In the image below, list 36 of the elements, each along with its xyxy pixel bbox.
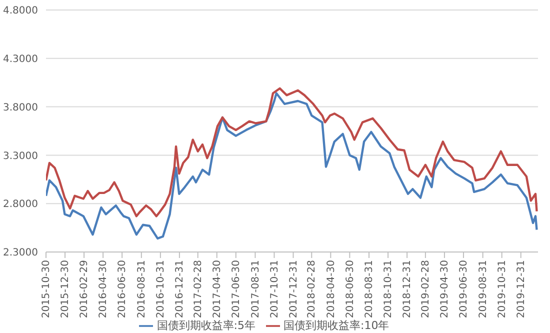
x-tick-label: 2015-12-30 bbox=[60, 260, 72, 318]
x-tick-label: 2016-02-29 bbox=[79, 260, 90, 318]
x-tick-label: 2017-10-31 bbox=[269, 260, 280, 318]
x-tick-label: 2016-04-30 bbox=[98, 260, 110, 318]
x-tick-label: 2018-08-31 bbox=[364, 260, 376, 318]
y-tick-label: 3.8000 bbox=[3, 102, 38, 114]
x-tick-label: 2017-02-28 bbox=[192, 260, 204, 318]
y-tick-label: 4.8000 bbox=[3, 6, 38, 17]
x-tick-label: 2017-06-30 bbox=[230, 260, 242, 318]
x-tick-label: 2017-08-31 bbox=[250, 260, 262, 318]
legend-label: 国债到期收益率:5年 bbox=[156, 319, 256, 332]
line-series bbox=[46, 92, 538, 240]
x-tick-label: 2016-10-31 bbox=[156, 260, 167, 318]
x-tick-label: 2017-04-30 bbox=[212, 260, 223, 318]
x-tick-label: 2019-12-31 bbox=[516, 260, 527, 318]
y-tick-label: 2.8000 bbox=[3, 199, 38, 210]
x-tick-label: 2018-04-30 bbox=[326, 260, 337, 318]
x-tick-label: 2019-10-31 bbox=[496, 260, 508, 318]
x-tick-label: 2018-12-31 bbox=[402, 260, 414, 318]
x-tick-label: 2016-12-31 bbox=[174, 260, 186, 318]
x-tick-label: 2019-08-31 bbox=[478, 260, 489, 318]
x-tick-label: 2019-06-30 bbox=[458, 260, 470, 318]
legend-label: 国债到期收益率:10年 bbox=[284, 319, 390, 332]
x-tick-label: 2016-08-31 bbox=[136, 260, 148, 318]
y-tick-label: 2.3000 bbox=[3, 248, 38, 259]
x-tick-label: 2019-02-28 bbox=[420, 260, 432, 318]
x-tick-label: 2016-06-30 bbox=[117, 260, 128, 318]
y-tick-label: 4.3000 bbox=[3, 54, 38, 65]
x-tick-label: 2015-10-30 bbox=[41, 260, 52, 318]
x-tick-label: 2018-10-31 bbox=[383, 260, 394, 318]
x-tick-label: 2018-02-28 bbox=[306, 260, 318, 318]
line-series bbox=[46, 87, 538, 218]
x-tick-label: 2019-04-30 bbox=[440, 260, 451, 318]
y-tick-label: 3.3000 bbox=[3, 150, 38, 162]
x-tick-label: 2017-12-31 bbox=[288, 260, 300, 318]
x-tick-label: 2018-06-30 bbox=[344, 260, 356, 318]
